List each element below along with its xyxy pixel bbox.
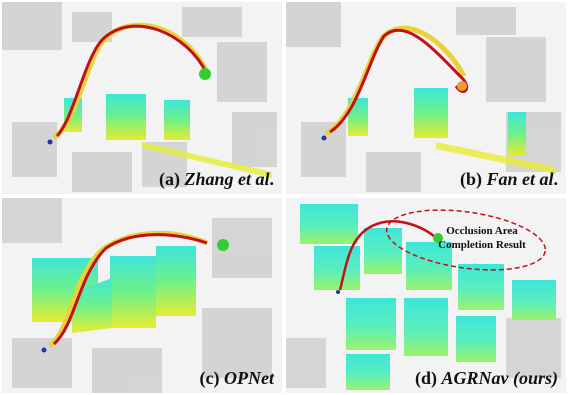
green-obstacles (64, 94, 272, 178)
goal-marker-icon (199, 68, 211, 80)
caption-b: (b) Fan et al. (459, 169, 558, 189)
caption-d: (d) AGRNav (ours) (414, 368, 558, 388)
trajectory-red (55, 24, 209, 138)
completed-obstacles (300, 204, 556, 390)
scene-zhang (2, 2, 277, 192)
caption-c: (c) OPNet (199, 368, 274, 388)
panel-zhang-et-al: (a) Zhang et al. (2, 2, 282, 194)
scene-opnet (2, 198, 272, 393)
gray-map-blocks (2, 2, 277, 192)
occlusion-ellipse (385, 209, 547, 271)
panel-fan-et-al: (b) Fan et al. (286, 2, 566, 194)
occlusion-label: Occlusion Area Completion Result (438, 225, 526, 251)
panel-opnet: (c) OPNet (2, 198, 282, 393)
caption-a: (a) Zhang et al. (158, 169, 274, 189)
start-marker-icon (47, 139, 53, 145)
scene-agrnav (286, 204, 561, 390)
panel-agrnav: Occlusion Area Completion Result (d) AGR… (286, 198, 566, 393)
scene-fan (286, 2, 561, 192)
